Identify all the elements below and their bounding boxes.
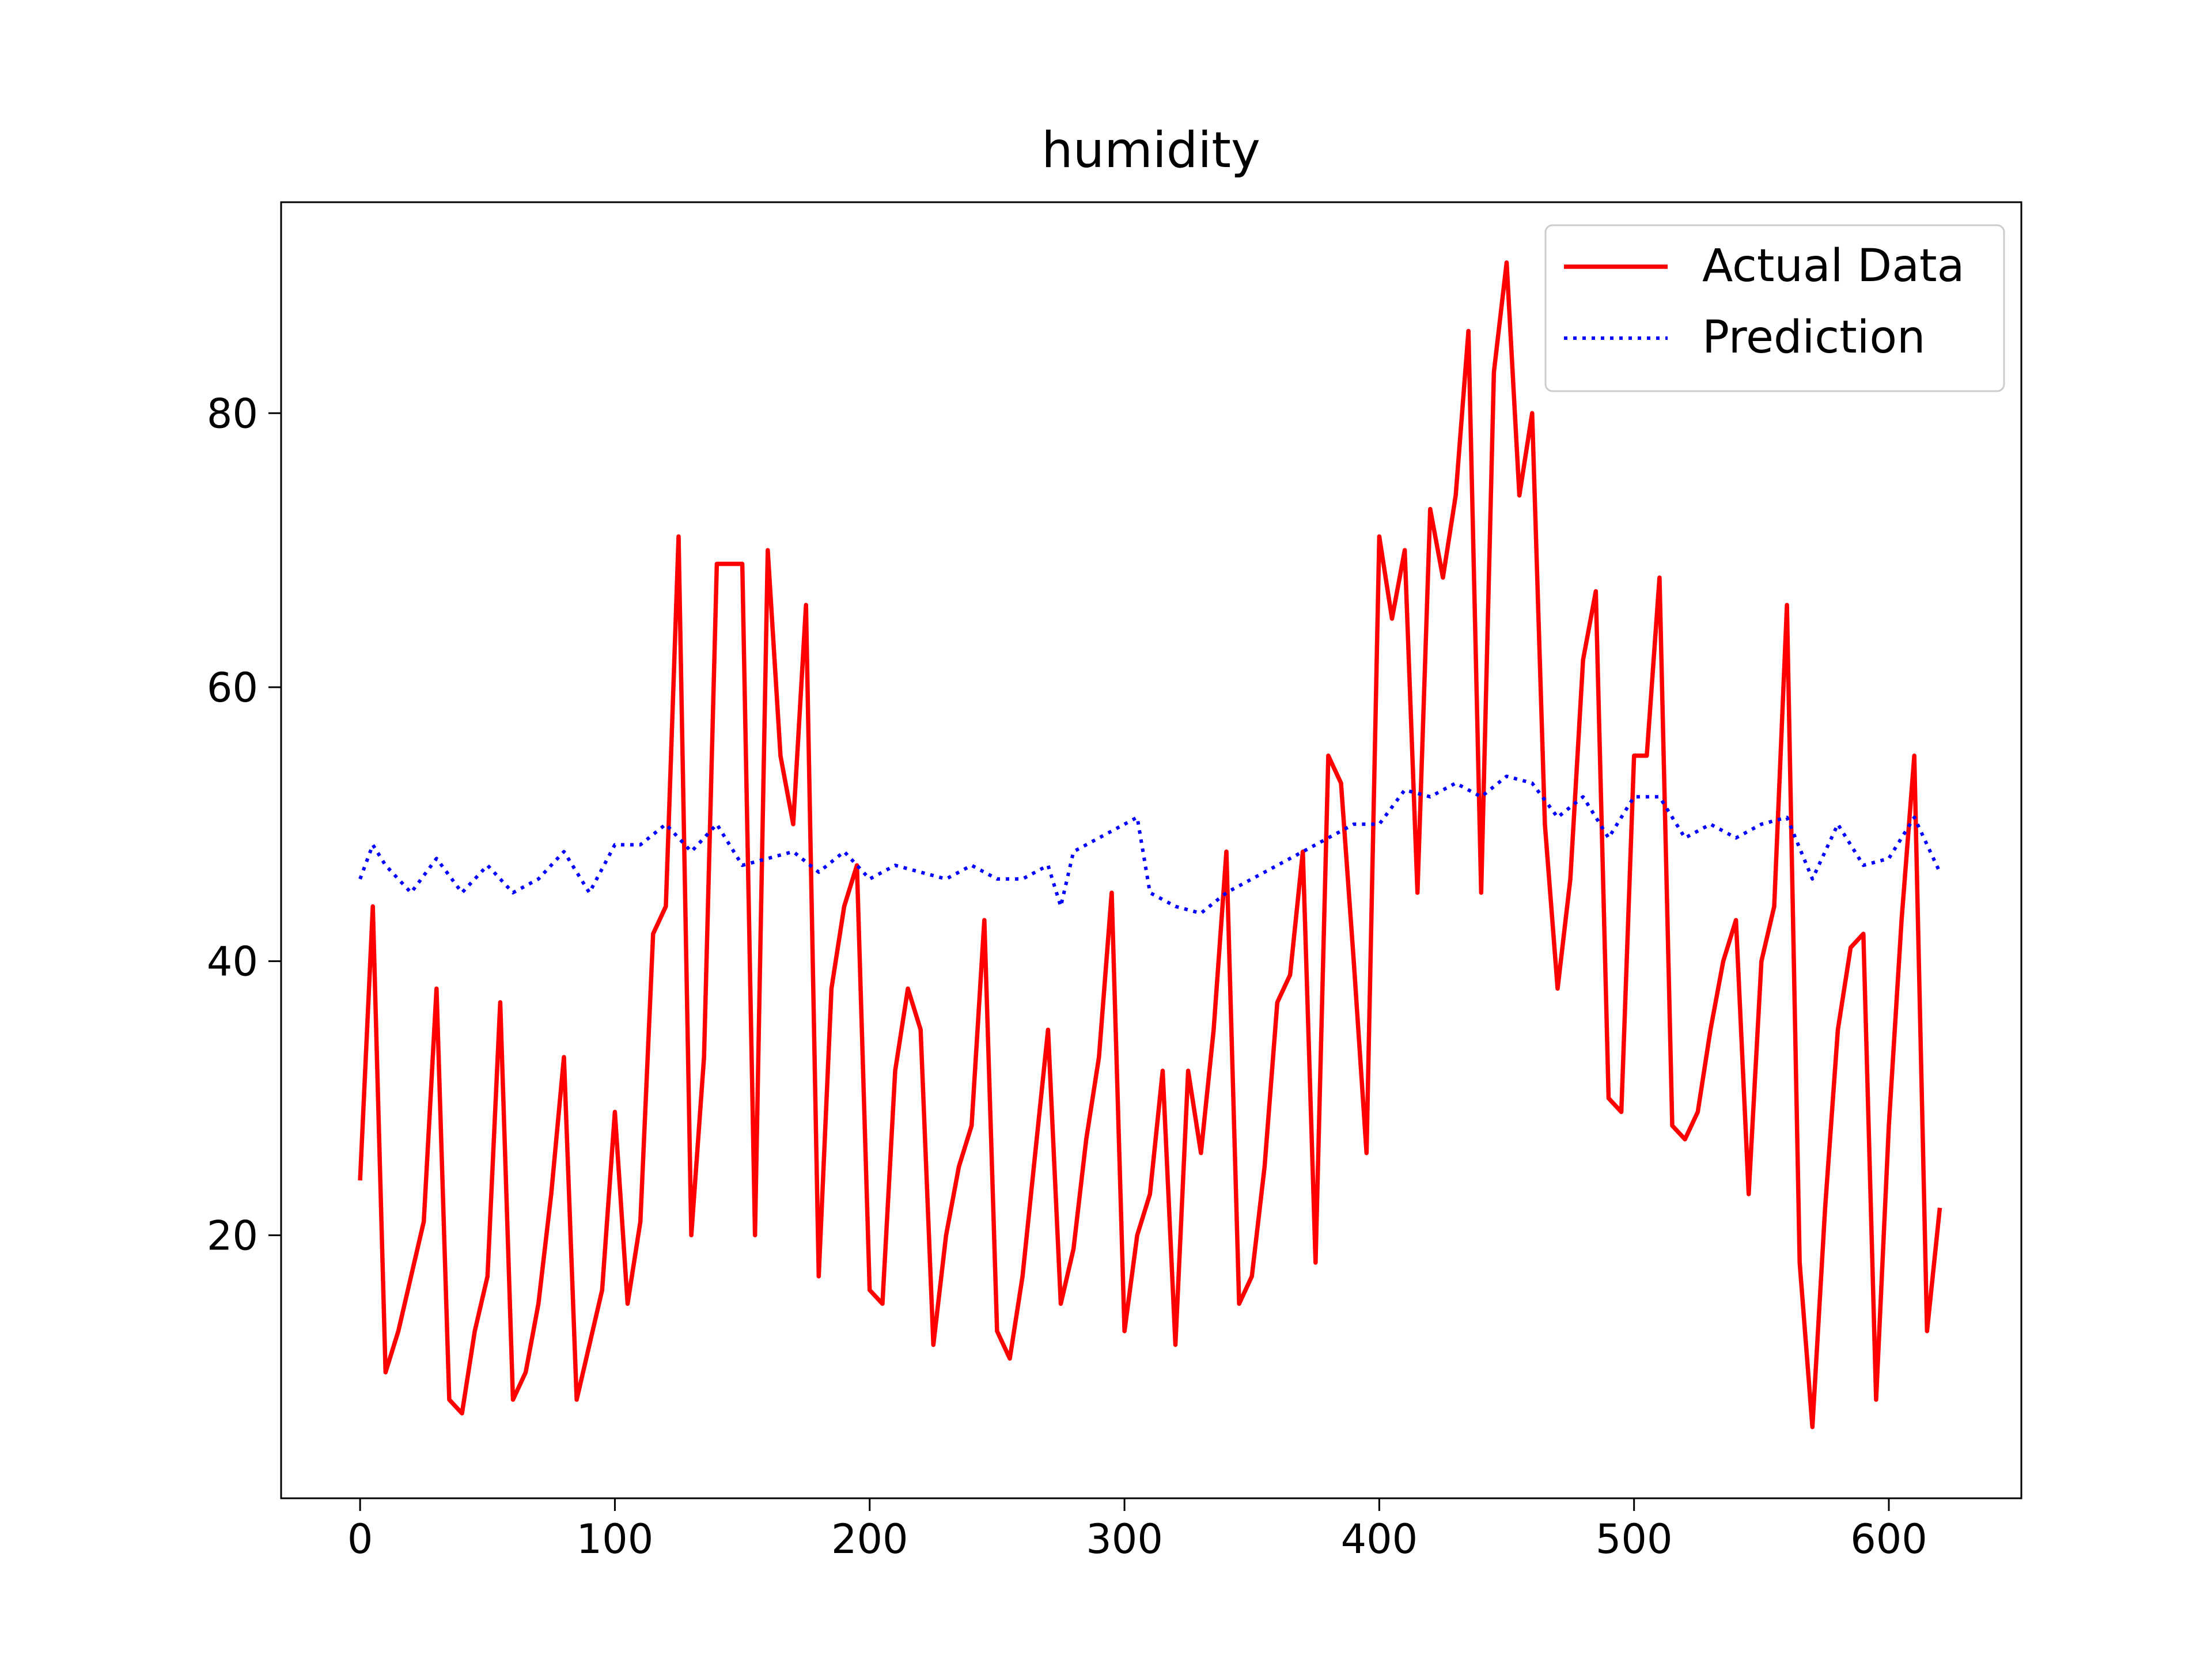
y-tick-label: 20 bbox=[207, 1212, 258, 1259]
x-tick-label: 400 bbox=[1341, 1516, 1418, 1563]
data-line bbox=[358, 260, 1942, 1430]
x-tick-label: 0 bbox=[347, 1516, 373, 1563]
x-tick-label: 100 bbox=[577, 1516, 654, 1563]
x-tick-label: 500 bbox=[1596, 1516, 1673, 1563]
legend-label: Actual Data bbox=[1702, 240, 1964, 292]
x-tick-label: 200 bbox=[831, 1516, 908, 1563]
chart-title: humidity bbox=[1041, 122, 1260, 179]
y-tick-label: 80 bbox=[207, 390, 258, 437]
legend-label: Prediction bbox=[1702, 312, 1926, 363]
data-line bbox=[358, 774, 1942, 915]
x-tick-label: 300 bbox=[1086, 1516, 1163, 1563]
y-tick-label: 40 bbox=[207, 938, 258, 986]
plot-frame bbox=[280, 201, 2022, 1499]
x-tick-label: 600 bbox=[1850, 1516, 1927, 1563]
y-tick-label: 60 bbox=[207, 664, 258, 711]
